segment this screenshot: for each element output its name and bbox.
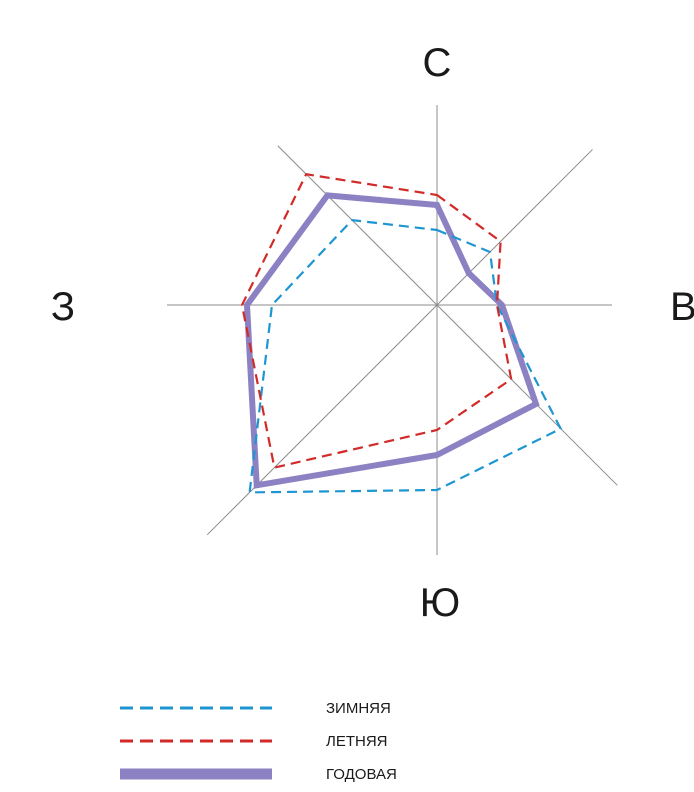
series-2-polygon <box>240 172 513 469</box>
chart-series <box>240 172 563 494</box>
legend-label-1: ЗИМНЯЯ <box>326 700 391 717</box>
axis-ne-sw <box>206 149 593 536</box>
series-3-polygon <box>243 192 540 489</box>
direction-labels: С В Ю З <box>51 41 694 625</box>
legend-label-3: ГОДОВАЯ <box>326 766 397 783</box>
chart-axes <box>167 105 618 555</box>
direction-label-east: В <box>670 285 694 329</box>
direction-label-south: Ю <box>420 581 460 625</box>
series-1-polygon <box>248 218 563 494</box>
direction-label-north: С <box>423 41 452 85</box>
legend-label-2: ЛЕТНЯЯ <box>326 733 388 750</box>
direction-label-west: З <box>51 285 75 329</box>
chart-legend: ЗИМНЯЯ ЛЕТНЯЯ ГОДОВАЯ <box>120 700 397 783</box>
